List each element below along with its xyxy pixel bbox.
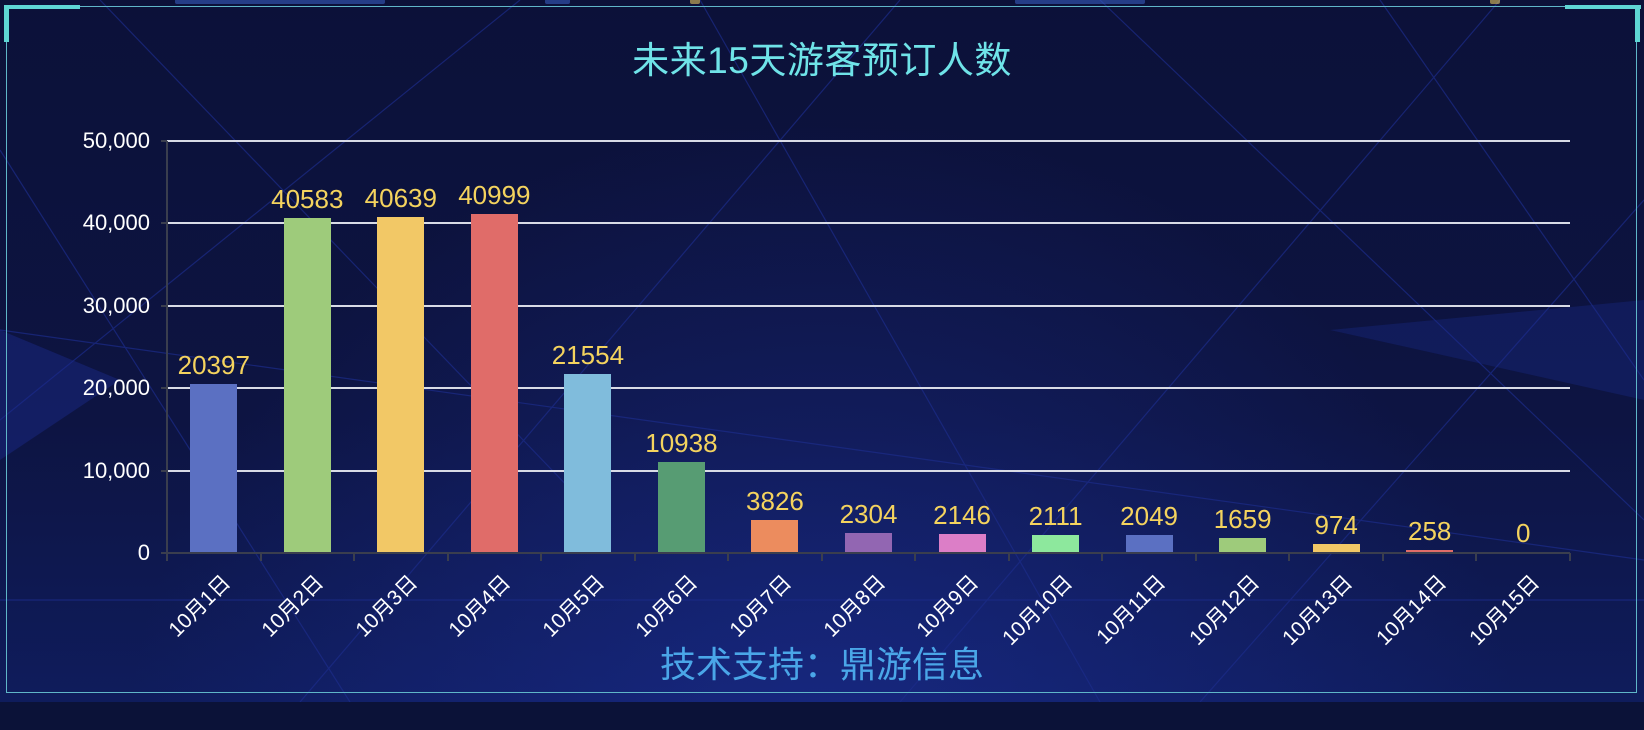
bar-10月9日 bbox=[938, 534, 986, 552]
bar-chart: 0 10,000 20,000 30,000 40,000 50,000 20397 10月1… bbox=[82, 128, 1571, 650]
bar-value-label: 1659 bbox=[1213, 504, 1272, 535]
y-axis-line bbox=[166, 141, 168, 554]
chart-title: 未来15天游客预订人数 bbox=[632, 40, 1012, 81]
y-axis-tick-label: 20,000 bbox=[82, 375, 150, 401]
gridline bbox=[167, 304, 1570, 307]
bar-10月6日 bbox=[657, 461, 705, 552]
bar-10月14日 bbox=[1406, 549, 1454, 552]
y-axis-tick-label: 10,000 bbox=[82, 457, 150, 483]
clipped-text-fragment bbox=[545, 0, 570, 4]
bar-value-label: 974 bbox=[1314, 509, 1358, 540]
x-tick-mark bbox=[1475, 553, 1478, 561]
y-axis-tick-label: 40,000 bbox=[82, 210, 150, 236]
bar-10月4日 bbox=[470, 214, 518, 552]
corner-bracket-top-left bbox=[4, 5, 9, 42]
bar-10月12日 bbox=[1219, 538, 1267, 552]
bar-value-label: 10938 bbox=[645, 427, 718, 458]
x-axis-line bbox=[167, 552, 1570, 554]
x-tick-mark bbox=[1194, 553, 1197, 561]
x-tick-mark bbox=[633, 553, 636, 561]
y-axis-tick-label: 0 bbox=[137, 540, 150, 565]
x-tick-mark bbox=[1007, 553, 1010, 561]
background bbox=[0, 0, 1644, 702]
corner-bracket-top-left bbox=[4, 5, 80, 9]
x-tick-mark bbox=[1381, 553, 1384, 561]
bar-value-label: 258 bbox=[1407, 515, 1452, 546]
bar-value-label: 20397 bbox=[177, 349, 250, 380]
x-tick-mark bbox=[820, 553, 823, 561]
gridline bbox=[167, 222, 1570, 225]
clipped-text-fragment bbox=[690, 0, 700, 4]
corner-bracket-top-right bbox=[1565, 5, 1641, 9]
bar-value-label: 40999 bbox=[458, 180, 531, 211]
bar-10月8日 bbox=[845, 533, 892, 552]
bar-10月5日 bbox=[564, 374, 612, 552]
clipped-text-fragment bbox=[1015, 0, 1145, 4]
x-tick-mark bbox=[1101, 553, 1104, 561]
y-tick-mark bbox=[161, 387, 167, 390]
x-tick-mark bbox=[727, 553, 730, 561]
gridline bbox=[167, 469, 1570, 472]
x-tick-mark bbox=[1288, 553, 1291, 561]
x-tick-mark bbox=[540, 553, 543, 561]
bar-value-label: 2049 bbox=[1120, 501, 1179, 532]
bar-value-label: 2111 bbox=[1028, 500, 1083, 531]
bar-value-label: 21554 bbox=[551, 340, 625, 371]
x-tick-mark bbox=[166, 553, 168, 561]
y-tick-mark bbox=[161, 222, 167, 225]
bar-10月13日 bbox=[1312, 543, 1360, 552]
bar-value-label: 2304 bbox=[839, 499, 898, 529]
bar-value-label: 0 bbox=[1515, 518, 1531, 548]
y-tick-mark bbox=[161, 140, 167, 142]
bar-value-label: 3826 bbox=[746, 486, 804, 517]
y-axis-tick-label: 50,000 bbox=[82, 128, 150, 153]
y-tick-mark bbox=[161, 552, 167, 554]
clipped-text-fragment bbox=[1490, 0, 1500, 4]
gridline bbox=[167, 387, 1570, 390]
corner-bracket-top-right bbox=[1635, 5, 1640, 42]
x-tick-mark bbox=[353, 553, 356, 561]
x-tick-mark bbox=[1569, 553, 1571, 561]
x-tick-mark bbox=[259, 553, 262, 561]
bar-10月2日 bbox=[283, 217, 331, 552]
footer-credit: 技术支持：鼎游信息 bbox=[659, 644, 984, 685]
bar-value-label: 40583 bbox=[271, 183, 344, 214]
x-tick-mark bbox=[446, 553, 449, 561]
y-axis-tick-label: 30,000 bbox=[82, 292, 150, 318]
chart-panel bbox=[6, 6, 1637, 693]
gridline bbox=[167, 140, 1570, 142]
bar-value-label: 40639 bbox=[364, 183, 437, 214]
clipped-header-strip bbox=[0, 0, 1644, 8]
bar-10月3日 bbox=[377, 217, 425, 552]
bar-10月7日 bbox=[751, 520, 799, 552]
background-grid-lines bbox=[0, 0, 1644, 702]
bar-10月10日 bbox=[1032, 534, 1080, 552]
bar-10月1日 bbox=[190, 383, 238, 552]
bar-10月11日 bbox=[1125, 535, 1173, 552]
clipped-text-fragment bbox=[175, 0, 385, 4]
y-tick-mark bbox=[161, 469, 167, 472]
bar-value-label: 2146 bbox=[933, 500, 991, 531]
x-tick-mark bbox=[914, 553, 917, 561]
y-tick-mark bbox=[161, 304, 167, 307]
